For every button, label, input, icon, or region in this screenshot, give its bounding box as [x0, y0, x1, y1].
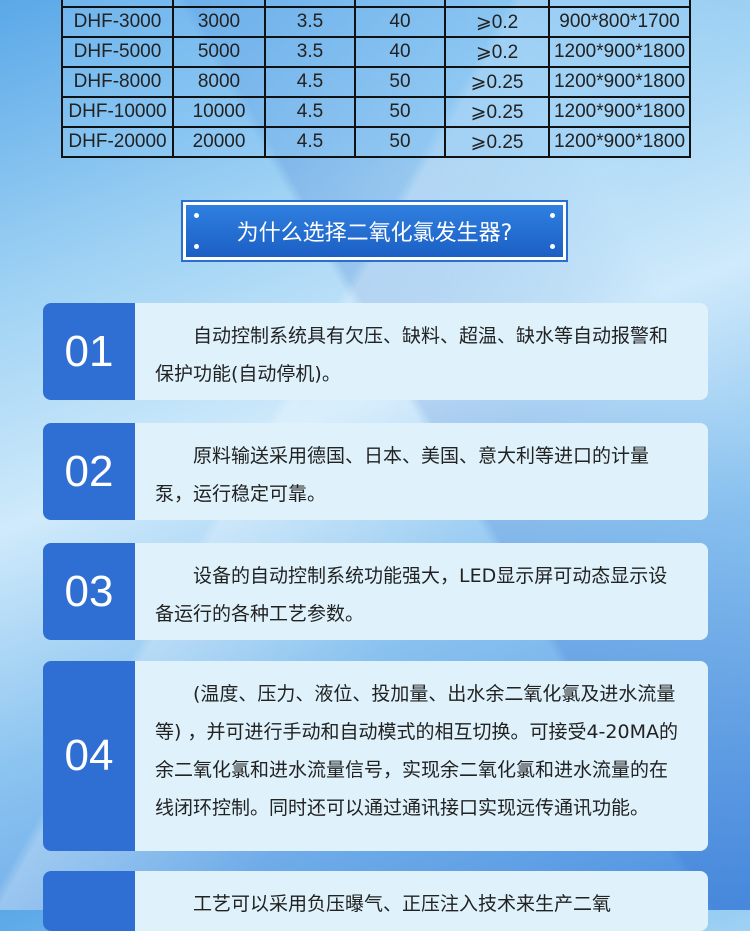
table-row: DHF-3000 3000 3.5 40 ⩾0.2 900*800*1700: [61, 6, 691, 38]
table-cell: 1200*900*1800: [548, 66, 691, 98]
card-number: 01: [43, 303, 135, 400]
section-heading: 为什么选择二氧化氯发生器?: [181, 200, 568, 262]
table-row: DHF-10000 10000 4.5 50 ⩾0.25 1200*900*1800: [61, 96, 691, 128]
table-cell: [354, 0, 446, 8]
table-cell: 1200*900*1800: [548, 36, 691, 68]
table-cell: ⩾0.25: [444, 66, 550, 98]
table-cell: DHF-10000: [61, 96, 174, 128]
card-number: [43, 871, 135, 931]
table-cell: 900*800*1700: [548, 6, 691, 38]
table-cell: ⩾0.2: [444, 6, 550, 38]
card-number: 04: [43, 661, 135, 851]
feature-card: 03 设备的自动控制系统功能强大，LED显示屏可动态显示设备运行的各种工艺参数。: [43, 543, 708, 640]
table-row: DHF-8000 8000 4.5 50 ⩾0.25 1200*900*1800: [61, 66, 691, 98]
table-cell: DHF-20000: [61, 126, 174, 158]
table-row: DHF-5000 5000 3.5 40 ⩾0.2 1200*900*1800: [61, 36, 691, 68]
table-cell: 40: [354, 36, 446, 68]
table-cell: 5000: [172, 36, 266, 68]
table-cell: 20000: [172, 126, 266, 158]
table-cell: 50: [354, 66, 446, 98]
feature-card: 04 (温度、压力、液位、投加量、出水余二氧化氯及进水流量等) ，并可进行手动和自…: [43, 661, 708, 851]
table-cell: [444, 0, 550, 8]
table-cell: 50: [354, 96, 446, 128]
feature-card: 01 自动控制系统具有欠压、缺料、超温、缺水等自动报警和保护功能(自动停机)。: [43, 303, 708, 400]
table-cell: 40: [354, 6, 446, 38]
table-cell: DHF-8000: [61, 66, 174, 98]
card-number: 03: [43, 543, 135, 640]
table-cell: [61, 0, 174, 8]
table-cell: 10000: [172, 96, 266, 128]
table-cell: DHF-5000: [61, 36, 174, 68]
table-cell: [548, 0, 691, 8]
card-text: 工艺可以采用负压曝气、正压注入技术来生产二氧: [193, 893, 612, 915]
table-row: DHF-20000 20000 4.5 50 ⩾0.25 1200*900*1800: [61, 126, 691, 158]
table-cell: 4.5: [264, 96, 356, 128]
table-cell: 2.5: [264, 0, 356, 8]
heading-text: 为什么选择二氧化氯发生器?: [236, 221, 513, 246]
table-cell: ⩾0.25: [444, 96, 550, 128]
card-text: 原料输送采用德国、日本、美国、意大利等进口的计量泵，运行稳定可靠。: [155, 445, 650, 505]
feature-card: 工艺可以采用负压曝气、正压注入技术来生产二氧: [43, 871, 708, 931]
table-cell: 3.5: [264, 36, 356, 68]
table-row: 2.5: [61, 0, 691, 8]
table-cell: 4.5: [264, 66, 356, 98]
table-cell: ⩾0.25: [444, 126, 550, 158]
feature-card: 02 原料输送采用德国、日本、美国、意大利等进口的计量泵，运行稳定可靠。: [43, 423, 708, 520]
card-text: 设备的自动控制系统功能强大，LED显示屏可动态显示设备运行的各种工艺参数。: [155, 565, 668, 625]
table-cell: 4.5: [264, 126, 356, 158]
spec-table: 2.5DHF-300030003.540⩾0.2900*800*1700DHF-…: [61, 0, 691, 158]
table-cell: 3000: [172, 6, 266, 38]
table-cell: 8000: [172, 66, 266, 98]
table-cell: 1200*900*1800: [548, 126, 691, 158]
table-cell: [172, 0, 266, 8]
table-cell: DHF-3000: [61, 6, 174, 38]
table-cell: 3.5: [264, 6, 356, 38]
table-cell: 50: [354, 126, 446, 158]
table-cell: ⩾0.2: [444, 36, 550, 68]
card-text: 自动控制系统具有欠压、缺料、超温、缺水等自动报警和保护功能(自动停机)。: [155, 325, 669, 385]
card-text: (温度、压力、液位、投加量、出水余二氧化氯及进水流量等) ，并可进行手动和自动模…: [155, 683, 678, 819]
card-number: 02: [43, 423, 135, 520]
table-cell: 1200*900*1800: [548, 96, 691, 128]
